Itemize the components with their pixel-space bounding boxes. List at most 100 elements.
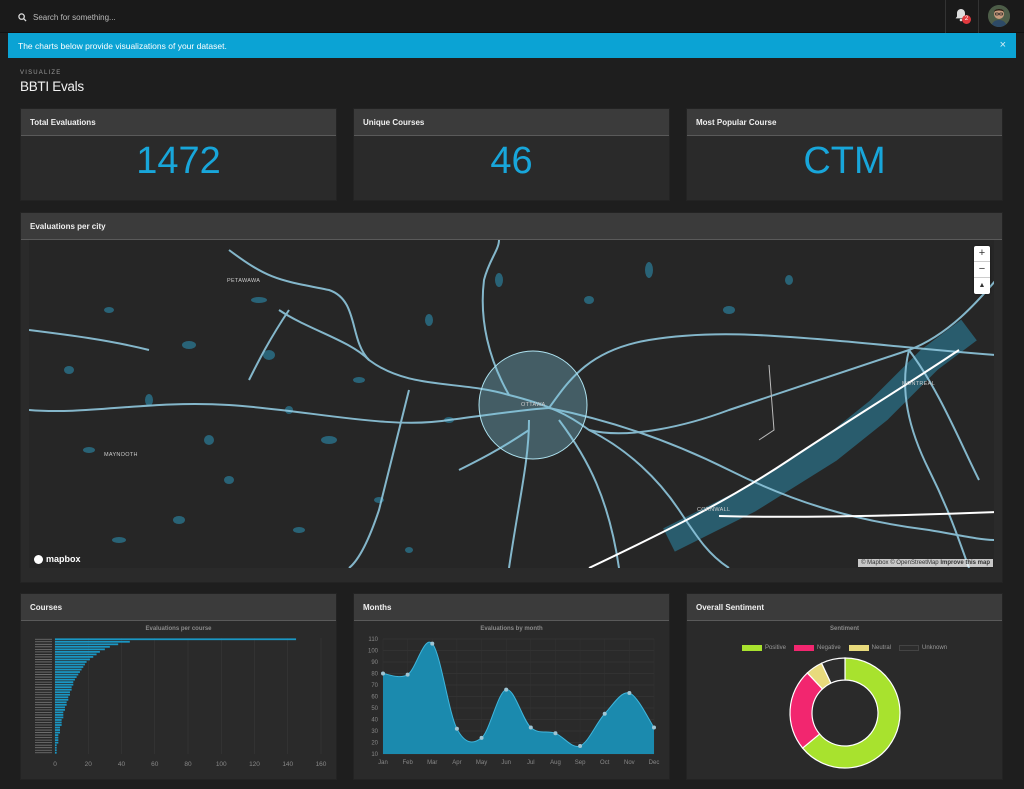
page-title: BBTI Evals xyxy=(20,79,84,94)
x-tick-label: Mar xyxy=(427,760,437,766)
course-bar xyxy=(55,666,83,668)
y-tick-label: 80 xyxy=(371,672,378,678)
stat-card-most-popular-course: Most Popular Course CTM xyxy=(686,108,1003,201)
improve-map-link[interactable]: Improve this map xyxy=(940,560,990,566)
month-point xyxy=(430,642,434,646)
x-tick-label: Oct xyxy=(600,760,610,766)
close-icon[interactable]: × xyxy=(1000,39,1006,51)
map-card: Evaluations per city xyxy=(20,212,1003,583)
map-label-ottawa: OTTAWA xyxy=(521,402,546,408)
card-header: Courses xyxy=(21,594,336,621)
page-eyebrow: VISUALIZE xyxy=(20,70,61,76)
month-point xyxy=(504,688,508,692)
course-bar xyxy=(55,671,80,673)
course-bar xyxy=(55,651,100,653)
course-bar xyxy=(55,727,60,729)
card-header: Months xyxy=(354,594,669,621)
course-bar xyxy=(55,674,78,676)
course-bar xyxy=(55,646,110,648)
x-tick-label: 20 xyxy=(85,761,93,768)
y-tick-label: 110 xyxy=(368,637,378,643)
notification-badge: 2 xyxy=(962,15,971,24)
top-bar: 2 xyxy=(0,0,1024,33)
city-map[interactable]: PETAWAWA MAYNOOTH OTTAWA MONTREAL CORNWA… xyxy=(29,240,994,568)
x-tick-label: Dec xyxy=(649,760,660,766)
mapbox-logo-text: mapbox xyxy=(46,554,81,564)
course-bar xyxy=(55,737,58,739)
courses-bar-chart: 0 20 40 60 80 100 120 140 160 xyxy=(21,621,338,781)
avatar[interactable] xyxy=(988,5,1010,27)
y-tick-label: 40 xyxy=(371,718,378,724)
sentiment-donut-chart xyxy=(687,621,1004,781)
notifications-button[interactable]: 2 xyxy=(954,8,972,26)
course-bar xyxy=(55,684,73,686)
course-bar xyxy=(55,732,60,734)
course-bar xyxy=(55,719,62,721)
mapbox-icon xyxy=(34,555,43,564)
y-tick-label: 30 xyxy=(371,729,378,735)
course-bar xyxy=(55,638,296,640)
y-tick-label: 50 xyxy=(371,706,378,712)
month-point xyxy=(578,744,582,748)
map-label-maynooth: MAYNOOTH xyxy=(104,452,138,458)
course-bar xyxy=(55,686,72,688)
x-tick-label: 120 xyxy=(249,761,260,768)
y-tick-label: 10 xyxy=(371,752,378,758)
map-label-montreal: MONTREAL xyxy=(902,381,935,387)
y-tick-label: 90 xyxy=(371,660,378,666)
course-bar xyxy=(55,706,65,708)
card-header: Overall Sentiment xyxy=(687,594,1002,621)
course-bar xyxy=(55,689,72,691)
y-tick-label: 60 xyxy=(371,695,378,701)
month-point xyxy=(529,726,533,730)
map-label-petawawa: PETAWAWA xyxy=(227,278,260,284)
course-bar xyxy=(55,744,57,746)
course-bar xyxy=(55,717,63,719)
card-header: Most Popular Course xyxy=(687,109,1002,136)
card-header: Evaluations per city xyxy=(21,213,1002,240)
mapbox-logo[interactable]: mapbox xyxy=(34,554,81,564)
attribution-text[interactable]: © Mapbox © OpenStreetMap xyxy=(861,560,939,566)
course-bar xyxy=(55,679,75,681)
course-bar xyxy=(55,734,58,736)
stat-card-total-evaluations: Total Evaluations 1472 xyxy=(20,108,337,201)
search-icon xyxy=(18,13,27,22)
course-bar xyxy=(55,659,90,661)
card-header: Total Evaluations xyxy=(21,109,336,136)
months-area-chart: 10 20 30 40 50 60 70 80 90 100 110 Jan Feb Mar Apr May J… xyxy=(354,621,671,781)
courses-chart: Evaluations per course 0 20 40 60 80 100 120 14… xyxy=(21,621,336,779)
topbar-divider xyxy=(978,0,979,33)
course-bar xyxy=(55,739,58,741)
x-tick-label: Feb xyxy=(402,760,413,766)
stat-value: 46 xyxy=(354,140,669,183)
course-bar xyxy=(55,729,60,731)
month-point xyxy=(627,691,631,695)
x-tick-label: May xyxy=(476,760,487,766)
search-input[interactable] xyxy=(33,13,333,22)
topbar-divider xyxy=(945,0,946,33)
zoom-out-button[interactable]: − xyxy=(974,262,990,278)
x-tick-label: 100 xyxy=(216,761,227,768)
course-bar xyxy=(55,712,63,714)
course-bar xyxy=(55,709,65,711)
stat-value: CTM xyxy=(687,140,1002,183)
course-bar xyxy=(55,747,57,749)
course-bar xyxy=(55,648,105,650)
compass-button[interactable]: ▲ xyxy=(974,278,990,294)
course-bar xyxy=(55,656,93,658)
x-tick-label: Jul xyxy=(527,760,535,766)
course-bar xyxy=(55,701,67,703)
sentiment-card: Overall Sentiment Sentiment Positive Neg… xyxy=(686,593,1003,780)
month-point xyxy=(480,736,484,740)
course-bar xyxy=(55,643,118,645)
course-bar xyxy=(55,714,63,716)
map-canvas xyxy=(29,240,994,568)
stat-card-unique-courses: Unique Courses 46 xyxy=(353,108,670,201)
y-tick-label: 20 xyxy=(371,741,378,747)
month-point xyxy=(406,673,410,677)
stat-value: 1472 xyxy=(21,140,336,183)
x-tick-label: Aug xyxy=(550,760,561,766)
months-area xyxy=(383,642,654,754)
zoom-in-button[interactable]: + xyxy=(974,246,990,262)
y-tick-label: 70 xyxy=(371,683,378,689)
